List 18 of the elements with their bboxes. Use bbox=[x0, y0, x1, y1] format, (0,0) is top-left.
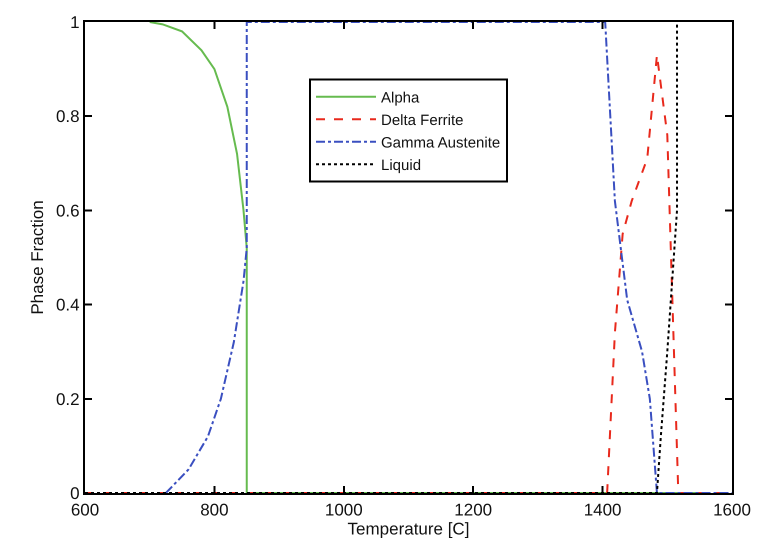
x-axis-title: Temperature [C] bbox=[348, 519, 470, 538]
y-tick-label: 0.4 bbox=[56, 296, 80, 315]
x-tick-label: 1000 bbox=[324, 500, 363, 520]
x-tick-label: 1600 bbox=[713, 500, 751, 520]
y-axis-title: Phase Fraction bbox=[28, 200, 48, 315]
y-tick-label: 0.6 bbox=[56, 201, 80, 220]
x-tick-label: 1400 bbox=[584, 500, 622, 520]
y-tick-label: 0.8 bbox=[56, 107, 80, 126]
y-tick-label: 1 bbox=[70, 12, 80, 32]
legend-label: Gamma Austenite bbox=[381, 134, 500, 152]
x-tick-label: 1200 bbox=[454, 500, 492, 520]
y-tick-label: 0.2 bbox=[56, 390, 80, 409]
x-tick-label: 600 bbox=[70, 500, 100, 520]
x-tick-label: 800 bbox=[200, 500, 229, 520]
legend-label: Delta Ferrite bbox=[381, 112, 464, 130]
legend-label: Alpha bbox=[381, 90, 420, 107]
y-tick-label: 0 bbox=[70, 484, 80, 503]
legend-label: Liquid bbox=[381, 157, 422, 174]
